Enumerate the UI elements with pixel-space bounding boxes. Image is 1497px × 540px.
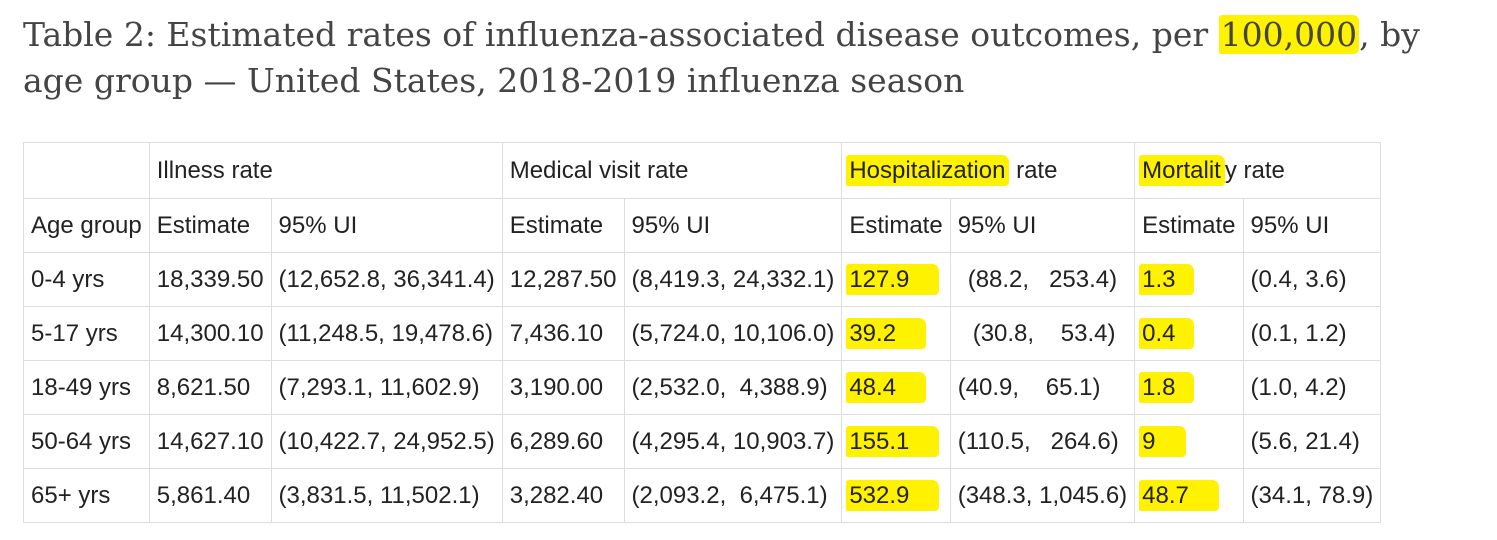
illness-ui-cell: (7,293.1, 11,602.9) xyxy=(270,360,503,415)
header-mortality-ui: 95% UI xyxy=(1242,198,1382,253)
hospitalization-estimate-cell: 532.9 xyxy=(841,468,951,523)
medical-ui-cell: (2,532.0, 4,388.9) xyxy=(623,360,843,415)
hospitalization-rate-suffix: rate xyxy=(1009,156,1058,184)
illness-ui-cell: (12,652.8, 36,341.4) xyxy=(270,252,503,307)
illness-ui-cell: (3,831.5, 11,502.1) xyxy=(270,468,503,523)
header-age-group: Age group xyxy=(23,198,150,253)
title-highlight: 100,000 xyxy=(1218,15,1360,54)
age-group-cell: 5-17 yrs xyxy=(23,306,150,361)
hospitalization-estimate-cell: 127.9 xyxy=(841,252,951,307)
header-medical-visit-rate: Medical visit rate xyxy=(501,142,843,199)
medical-ui-cell: (4,295.4, 10,903.7) xyxy=(623,414,843,469)
highlighted-value: 0.4 xyxy=(1139,317,1194,349)
mortality-estimate-cell: 1.8 xyxy=(1134,360,1244,415)
illness-estimate-cell: 14,627.10 xyxy=(148,414,272,469)
header-mortality-rate: Mortalit y rate xyxy=(1134,142,1382,199)
table-row: 50-64 yrs 14,627.10 (10,422.7, 24,952.5)… xyxy=(23,414,1382,469)
header-illness-estimate: Estimate xyxy=(148,198,272,253)
highlighted-value: 155.1 xyxy=(846,425,940,457)
header-hospitalization-ui: 95% UI xyxy=(949,198,1136,253)
hospitalization-ui-cell: (110.5, 264.6) xyxy=(949,414,1136,469)
age-group-cell: 50-64 yrs xyxy=(23,414,150,469)
age-group-cell: 18-49 yrs xyxy=(23,360,150,415)
illness-estimate-cell: 5,861.40 xyxy=(148,468,272,523)
mortality-estimate-cell: 1.3 xyxy=(1134,252,1244,307)
highlighted-value: 9 xyxy=(1139,425,1186,457)
highlighted-value: 532.9 xyxy=(846,479,940,511)
highlighted-value: 1.3 xyxy=(1139,263,1194,295)
illness-ui-cell: (10,422.7, 24,952.5) xyxy=(270,414,503,469)
mortality-ui-cell: (0.1, 1.2) xyxy=(1242,306,1382,361)
hospitalization-ui-cell: (348.3, 1,045.6) xyxy=(949,468,1136,523)
header-medical-estimate: Estimate xyxy=(501,198,625,253)
sub-header-row: Age group Estimate 95% UI Estimate 95% U… xyxy=(23,198,1382,253)
mortality-ui-cell: (0.4, 3.6) xyxy=(1242,252,1382,307)
header-mortality-estimate: Estimate xyxy=(1134,198,1244,253)
illness-estimate-cell: 18,339.50 xyxy=(148,252,272,307)
hospitalization-ui-cell: (30.8, 53.4) xyxy=(949,306,1136,361)
header-illness-rate: Illness rate xyxy=(148,142,503,199)
highlighted-value: 48.7 xyxy=(1139,479,1219,511)
highlighted-value: 1.8 xyxy=(1139,371,1194,403)
table-row: 18-49 yrs 8,621.50 (7,293.1, 11,602.9) 3… xyxy=(23,360,1382,415)
medical-ui-cell: (5,724.0, 10,106.0) xyxy=(623,306,843,361)
age-group-cell: 65+ yrs xyxy=(23,468,150,523)
highlighted-value: 39.2 xyxy=(846,317,927,349)
header-hospitalization-estimate: Estimate xyxy=(841,198,951,253)
table-title: Table 2: Estimated rates of influenza-as… xyxy=(23,12,1483,104)
age-group-cell: 0-4 yrs xyxy=(23,252,150,307)
medical-estimate-cell: 7,436.10 xyxy=(501,306,625,361)
mortality-estimate-cell: 0.4 xyxy=(1134,306,1244,361)
hospitalization-ui-cell: (40.9, 65.1) xyxy=(949,360,1136,415)
medical-ui-cell: (8,419.3, 24,332.1) xyxy=(623,252,843,307)
medical-estimate-cell: 3,282.40 xyxy=(501,468,625,523)
mortality-rate-suffix: y rate xyxy=(1224,156,1285,184)
hospitalization-estimate-cell: 155.1 xyxy=(841,414,951,469)
title-text-after: , by age group — United States, 2018-201… xyxy=(23,15,1420,100)
medical-ui-cell: (2,093.2, 6,475.1) xyxy=(623,468,843,523)
mortality-estimate-cell: 9 xyxy=(1134,414,1244,469)
mortality-highlight: Mortalit xyxy=(1139,154,1225,186)
header-medical-ui: 95% UI xyxy=(623,198,843,253)
hospitalization-highlight: Hospitalization xyxy=(846,154,1010,186)
mortality-estimate-cell: 48.7 xyxy=(1134,468,1244,523)
mortality-ui-cell: (1.0, 4.2) xyxy=(1242,360,1382,415)
table-row: 65+ yrs 5,861.40 (3,831.5, 11,502.1) 3,2… xyxy=(23,468,1382,523)
medical-estimate-cell: 6,289.60 xyxy=(501,414,625,469)
mortality-ui-cell: (5.6, 21.4) xyxy=(1242,414,1382,469)
title-text-before: Table 2: Estimated rates of influenza-as… xyxy=(23,15,1219,54)
mortality-ui-cell: (34.1, 78.9) xyxy=(1242,468,1382,523)
hospitalization-ui-cell: (88.2, 253.4) xyxy=(949,252,1136,307)
header-illness-ui: 95% UI xyxy=(270,198,503,253)
illness-ui-cell: (11,248.5, 19,478.6) xyxy=(270,306,503,361)
medical-estimate-cell: 12,287.50 xyxy=(501,252,625,307)
illness-estimate-cell: 8,621.50 xyxy=(148,360,272,415)
hospitalization-estimate-cell: 48.4 xyxy=(841,360,951,415)
group-header-row: Illness rate Medical visit rate Hospital… xyxy=(23,142,1382,199)
hospitalization-estimate-cell: 39.2 xyxy=(841,306,951,361)
table-row: 5-17 yrs 14,300.10 (11,248.5, 19,478.6) … xyxy=(23,306,1382,361)
header-blank-cell xyxy=(23,142,150,199)
table-row: 0-4 yrs 18,339.50 (12,652.8, 36,341.4) 1… xyxy=(23,252,1382,307)
highlighted-value: 48.4 xyxy=(846,371,927,403)
highlighted-value: 127.9 xyxy=(846,263,940,295)
illness-estimate-cell: 14,300.10 xyxy=(148,306,272,361)
rates-table: Illness rate Medical visit rate Hospital… xyxy=(23,142,1382,523)
header-hospitalization-rate: Hospitalization rate xyxy=(841,142,1136,199)
medical-estimate-cell: 3,190.00 xyxy=(501,360,625,415)
